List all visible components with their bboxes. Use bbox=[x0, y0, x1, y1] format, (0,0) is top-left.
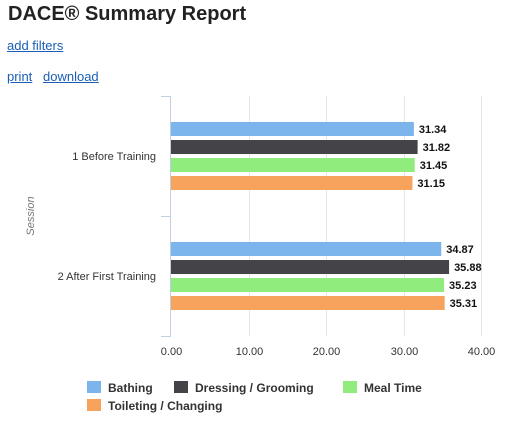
page-title: DACE® Summary Report bbox=[8, 3, 247, 25]
category-label: 2 After First Training bbox=[58, 271, 156, 283]
bar-dressing-grooming bbox=[171, 140, 418, 154]
chart-data-labels: 31.34 31.82 31.45 31.15 34.87 35.88 35.23 35.31 bbox=[417, 124, 481, 310]
y-axis-title: Session bbox=[25, 196, 37, 235]
bar-bathing bbox=[171, 242, 442, 256]
bar-meal-time bbox=[171, 278, 445, 292]
data-label: 31.82 bbox=[423, 142, 451, 154]
data-label: 35.88 bbox=[454, 262, 482, 274]
x-tick-label: 10.00 bbox=[236, 346, 264, 358]
legend-label: Dressing / Grooming bbox=[195, 381, 314, 395]
chart-axis: 0.00 10.00 20.00 30.00 40.00 Session 1 Before … bbox=[25, 96, 495, 358]
bar-toileting-changing bbox=[171, 296, 445, 310]
bar-dressing-grooming bbox=[171, 260, 450, 274]
data-label: 31.45 bbox=[420, 160, 448, 172]
legend-swatch bbox=[343, 381, 357, 393]
data-label: 35.31 bbox=[450, 298, 478, 310]
legend-swatch bbox=[87, 381, 101, 393]
x-tick-label: 0.00 bbox=[161, 346, 182, 358]
data-label: 31.34 bbox=[419, 124, 447, 136]
print-link[interactable]: print bbox=[7, 69, 33, 84]
bar-bathing bbox=[171, 122, 414, 136]
legend-label: Meal Time bbox=[364, 381, 422, 395]
chart-bars bbox=[171, 122, 450, 310]
download-link[interactable]: download bbox=[43, 69, 99, 84]
add-filters-link[interactable]: add filters bbox=[7, 38, 64, 53]
data-label: 34.87 bbox=[446, 244, 474, 256]
legend-swatch bbox=[174, 381, 188, 393]
chart-legend: Bathing Dressing / Grooming Meal Time Toile… bbox=[87, 381, 422, 413]
bar-toileting-changing bbox=[171, 176, 413, 190]
category-label: 1 Before Training bbox=[72, 151, 156, 163]
data-label: 31.15 bbox=[417, 178, 445, 190]
legend-label: Bathing bbox=[108, 381, 153, 395]
legend-swatch bbox=[87, 399, 101, 411]
legend-label: Toileting / Changing bbox=[108, 399, 222, 413]
x-tick-label: 20.00 bbox=[313, 346, 341, 358]
x-tick-label: 40.00 bbox=[468, 346, 496, 358]
bar-meal-time bbox=[171, 158, 415, 172]
data-label: 35.23 bbox=[449, 280, 477, 292]
x-tick-label: 30.00 bbox=[391, 346, 419, 358]
